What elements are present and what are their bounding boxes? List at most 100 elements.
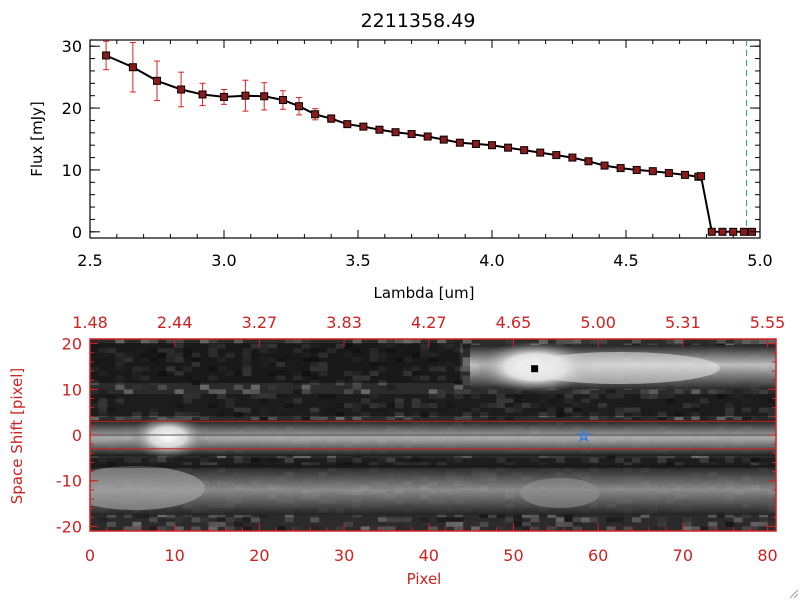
image-pixel <box>200 339 210 345</box>
image-pixel <box>733 517 743 523</box>
image-pixel <box>242 389 252 395</box>
data-point <box>198 90 207 99</box>
resize-grip-icon[interactable] <box>789 589 799 599</box>
image-pixel <box>657 517 667 523</box>
image-pixel <box>598 339 608 345</box>
wavelength-tick-label: 3.27 <box>242 313 278 332</box>
data-point <box>616 164 625 173</box>
image-pixel <box>708 526 718 531</box>
data-point <box>536 148 545 157</box>
image-pixel <box>174 389 184 395</box>
image-pixel <box>716 389 726 395</box>
image-pixel <box>428 526 438 531</box>
data-point <box>423 132 432 141</box>
image-pixel <box>208 457 218 463</box>
data-point <box>584 157 593 166</box>
image-pixel <box>716 457 726 463</box>
image-pixel <box>750 526 760 531</box>
image-pixel <box>462 343 472 349</box>
image-pixel <box>267 384 277 390</box>
image-pixel <box>140 339 150 345</box>
image-pixel <box>674 462 684 468</box>
image-pixel <box>462 380 472 386</box>
image-pixel <box>640 457 650 463</box>
image-pixel <box>479 512 489 518</box>
x-tick-label: 60 <box>588 546 608 565</box>
image-pixel <box>377 526 387 531</box>
image-pixel <box>377 457 387 463</box>
image-pixel <box>293 339 303 345</box>
image-pixel <box>200 517 210 523</box>
image-pixel <box>623 526 633 531</box>
image-pixel <box>759 416 769 422</box>
image-pixel <box>521 526 531 531</box>
image-pixel <box>149 512 159 518</box>
image-pixel <box>166 339 176 345</box>
image-pixel <box>504 339 514 345</box>
wavelength-tick-label: 1.48 <box>72 313 108 332</box>
image-pixel <box>437 512 447 518</box>
image-pixel <box>98 457 108 463</box>
y-tick-label: 0 <box>72 223 82 242</box>
image-pixel <box>386 462 396 468</box>
x-tick-label: 0 <box>85 546 95 565</box>
image-pixel <box>149 339 159 345</box>
image-pixel <box>386 339 396 345</box>
image-pixel <box>471 521 481 527</box>
image-pixel <box>149 517 159 523</box>
image-pixel <box>318 416 328 422</box>
image-pixel <box>132 416 142 422</box>
data-point <box>260 92 269 101</box>
image-pixel <box>598 416 608 422</box>
data-point <box>153 76 161 85</box>
image-pixel <box>657 416 667 422</box>
image-pixel <box>233 512 243 518</box>
image-pixel <box>598 517 608 523</box>
image-pixel <box>648 526 658 531</box>
image-pixel <box>462 389 472 395</box>
data-point <box>278 96 287 105</box>
image-pixel <box>318 512 328 518</box>
image-pixel <box>335 462 345 468</box>
image-pixel <box>233 384 243 390</box>
image-pixel <box>742 416 752 422</box>
image-pixel <box>284 512 294 518</box>
data-point <box>648 167 657 176</box>
image-pixel <box>488 389 498 395</box>
wavelength-tick-label: 5.31 <box>665 313 701 332</box>
image-pixel <box>310 512 320 518</box>
image-pixel <box>259 416 269 422</box>
image-pixel <box>174 526 184 531</box>
image-pixel <box>538 512 548 518</box>
image-pixel <box>420 517 430 523</box>
data-point <box>504 143 513 152</box>
y-tick-label: 10 <box>62 161 82 180</box>
image-pixel <box>437 389 447 395</box>
image-pixel <box>759 521 769 527</box>
image-pixel <box>225 526 235 531</box>
image-pixel <box>233 339 243 345</box>
image-pixel <box>632 339 641 345</box>
x-tick-label: 80 <box>757 546 777 565</box>
image-pixel <box>589 339 599 345</box>
image-pixel <box>217 389 227 395</box>
data-point <box>568 153 577 162</box>
image-pixel <box>581 416 591 422</box>
image-pixel <box>445 457 455 463</box>
image-pixel <box>538 462 548 468</box>
image-pixel <box>564 512 574 518</box>
image-pixel <box>293 526 303 531</box>
image-pixel <box>115 339 125 345</box>
image-pixel <box>674 517 684 523</box>
bottom-x-ticks: 0 10 20 30 40 50 60 70 80 <box>85 523 778 565</box>
y-tick-label: -20 <box>56 517 82 536</box>
image-pixel <box>217 521 227 527</box>
data-point <box>739 227 748 236</box>
image-pixel <box>200 384 210 390</box>
image-pixel <box>157 526 167 531</box>
image-pixel <box>640 389 650 395</box>
image-pixel <box>183 512 193 518</box>
image-pixel <box>310 457 320 463</box>
image-pixel <box>488 416 498 422</box>
image-pixel <box>208 521 218 527</box>
